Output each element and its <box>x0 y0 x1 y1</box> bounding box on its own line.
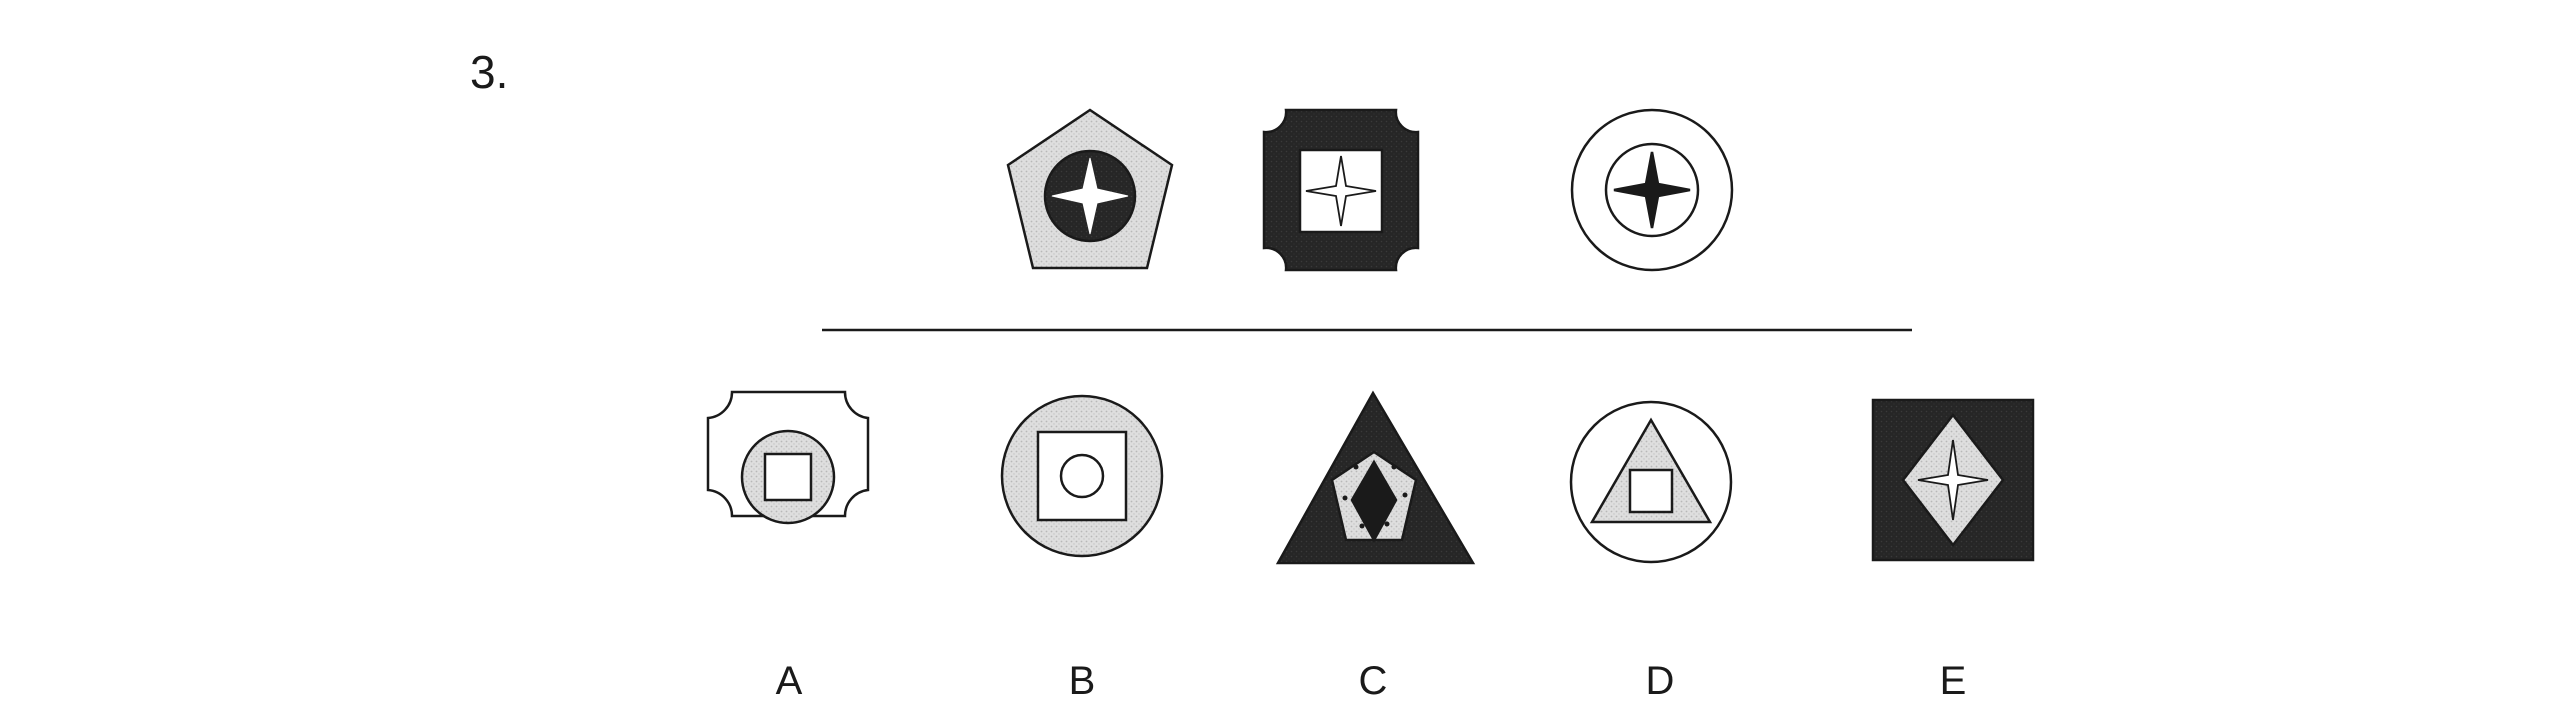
center-circle-shape <box>1059 453 1105 499</box>
option-b[interactable] <box>1000 394 1164 558</box>
option-d-label: D <box>1646 659 1675 703</box>
center-diamond-shape <box>1350 459 1398 543</box>
question-number: 3. <box>470 46 508 98</box>
sequence-figure-3 <box>1570 108 1734 272</box>
four-point-star-shape <box>1613 151 1691 229</box>
option-e[interactable] <box>1871 398 2035 562</box>
option-a[interactable] <box>706 390 870 525</box>
option-e-label: E <box>1940 659 1967 703</box>
option-b-label: B <box>1069 659 1096 703</box>
four-point-star-shape <box>1305 155 1377 227</box>
option-c[interactable] <box>1275 390 1476 565</box>
sequence-figure-2 <box>1262 108 1420 272</box>
option-d[interactable] <box>1569 400 1733 564</box>
option-a-label: A <box>776 659 803 703</box>
sequence-figure-1 <box>1006 108 1174 270</box>
dot-marks <box>1342 464 1408 529</box>
option-c-label: C <box>1359 659 1388 703</box>
center-square-shape <box>763 452 813 502</box>
center-square-shape <box>1628 468 1674 514</box>
four-point-star-shape <box>1051 157 1129 235</box>
four-point-star-shape <box>1917 439 1989 521</box>
